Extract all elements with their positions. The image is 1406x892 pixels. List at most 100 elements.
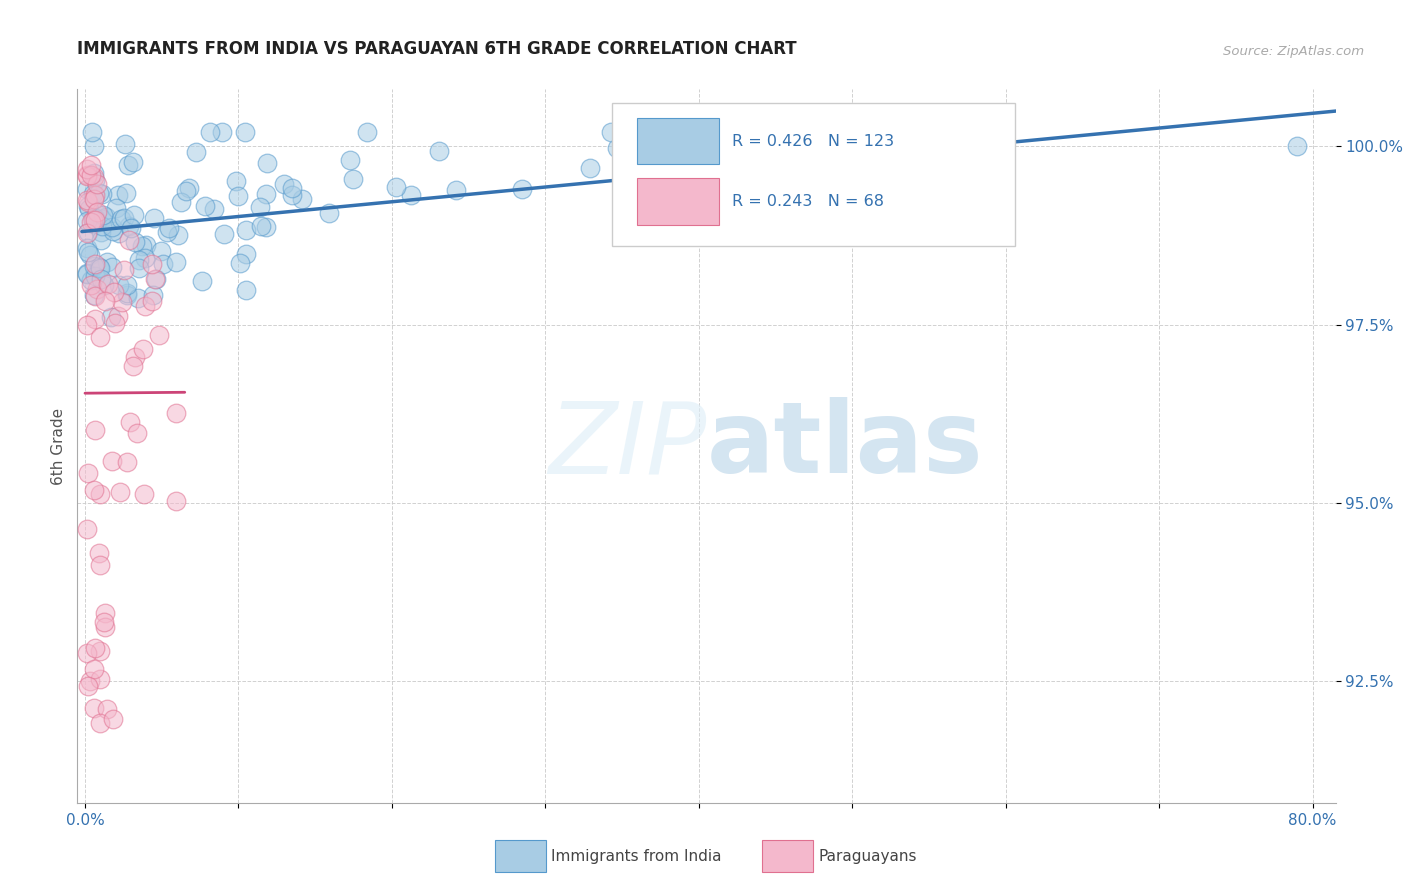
FancyBboxPatch shape: [637, 118, 718, 164]
Point: [165, 255, 187, 269]
Point: [94, 210, 117, 224]
Point: [96, 701, 118, 715]
Point: [174, 184, 197, 198]
Point: [853, 193, 876, 207]
Point: [86, 177, 108, 191]
Point: [156, 225, 179, 239]
Point: [83, 288, 105, 302]
Point: [249, 200, 271, 214]
Point: [80, 273, 103, 287]
Point: [107, 278, 129, 293]
Point: [83, 192, 105, 206]
Point: [131, 239, 153, 253]
Point: [77, 245, 100, 260]
Point: [104, 316, 127, 330]
Point: [84, 206, 107, 220]
Text: R = 0.426   N = 123: R = 0.426 N = 123: [731, 134, 894, 149]
Point: [91, 187, 114, 202]
Point: [606, 141, 628, 155]
Point: [83, 256, 105, 270]
Point: [89, 715, 111, 730]
Point: [76, 679, 98, 693]
Point: [510, 182, 533, 196]
Point: [90, 233, 112, 247]
FancyBboxPatch shape: [612, 103, 1015, 246]
Point: [233, 125, 256, 139]
Point: [89, 673, 111, 687]
Point: [83, 662, 105, 676]
Point: [165, 406, 187, 420]
Text: Immigrants from India: Immigrants from India: [551, 849, 721, 863]
Point: [76, 267, 98, 281]
Point: [79, 215, 101, 229]
Point: [273, 178, 295, 192]
Point: [76, 241, 98, 255]
Point: [115, 455, 138, 469]
Point: [111, 294, 134, 309]
Point: [212, 227, 235, 242]
Point: [141, 257, 163, 271]
Point: [87, 186, 110, 200]
Point: [76, 522, 98, 536]
Point: [101, 225, 124, 239]
Text: IMMIGRANTS FROM INDIA VS PARAGUAYAN 6TH GRADE CORRELATION CHART: IMMIGRANTS FROM INDIA VS PARAGUAYAN 6TH …: [77, 40, 797, 58]
Point: [83, 259, 105, 273]
Text: Paraguayans: Paraguayans: [818, 849, 917, 863]
Point: [124, 209, 146, 223]
Point: [79, 158, 101, 172]
Point: [77, 202, 100, 216]
Point: [112, 211, 135, 226]
Point: [131, 342, 153, 356]
Point: [93, 277, 115, 292]
Point: [84, 289, 107, 303]
Point: [101, 712, 124, 726]
Point: [76, 161, 98, 176]
Point: [114, 137, 136, 152]
Point: [665, 147, 688, 161]
Point: [83, 217, 105, 231]
Point: [80, 278, 103, 293]
Point: [82, 187, 104, 202]
Point: [84, 187, 107, 202]
Point: [83, 213, 105, 227]
Point: [122, 155, 145, 169]
Point: [90, 225, 112, 239]
Point: [844, 128, 866, 143]
Point: [145, 272, 167, 286]
Point: [89, 644, 111, 658]
Point: [86, 282, 108, 296]
Point: [782, 136, 804, 151]
Point: [82, 211, 104, 226]
Point: [101, 260, 124, 274]
Point: [77, 199, 100, 213]
Point: [148, 328, 170, 343]
Point: [356, 125, 378, 139]
Point: [318, 206, 340, 220]
Point: [83, 700, 105, 714]
Point: [749, 214, 772, 228]
Point: [76, 226, 98, 240]
Point: [120, 220, 142, 235]
Point: [83, 268, 105, 283]
Point: [170, 195, 193, 210]
Point: [80, 125, 103, 139]
Point: [666, 227, 689, 241]
Point: [83, 169, 105, 184]
Point: [93, 615, 115, 630]
Point: [578, 161, 600, 176]
Point: [127, 425, 149, 440]
Point: [110, 211, 132, 226]
Point: [124, 235, 146, 250]
Point: [93, 294, 115, 309]
Point: [117, 158, 139, 172]
Point: [830, 132, 852, 146]
Point: [76, 193, 98, 207]
Point: [105, 201, 128, 215]
Point: [198, 125, 221, 139]
Point: [94, 620, 117, 634]
Point: [254, 219, 277, 234]
Point: [76, 466, 98, 480]
Text: R = 0.243   N = 68: R = 0.243 N = 68: [731, 194, 884, 210]
Point: [89, 330, 111, 344]
Point: [339, 153, 361, 168]
